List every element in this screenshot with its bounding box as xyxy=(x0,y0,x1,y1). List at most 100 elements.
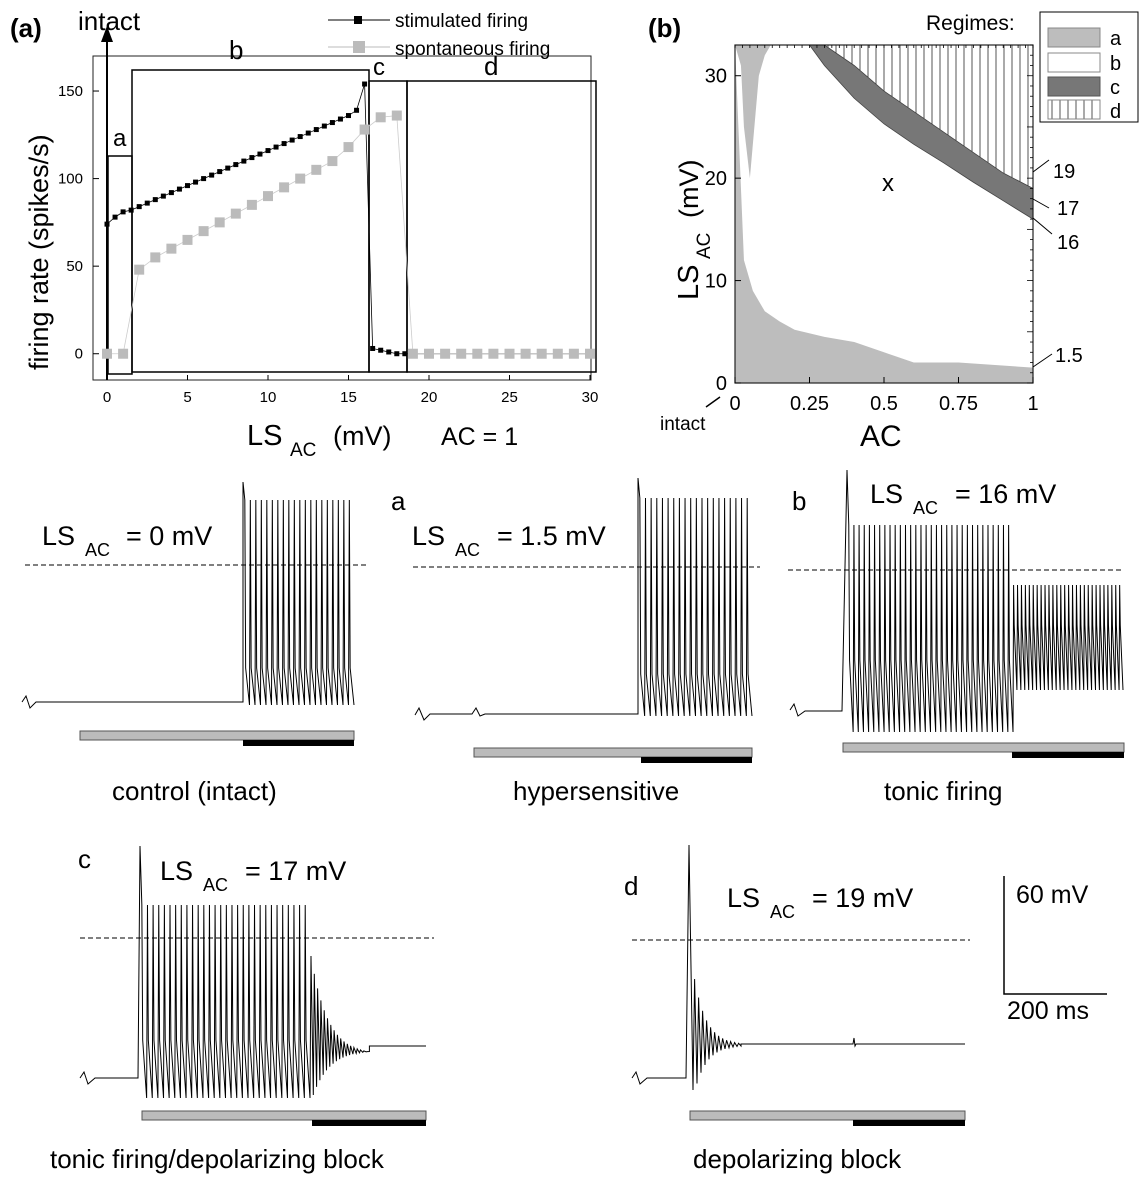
panel-a-xlabel-unit: (mV) xyxy=(333,421,391,451)
trace-control-caption: control (intact) xyxy=(112,776,277,806)
legend-swatch-d xyxy=(1047,99,1101,120)
spontaneous-point xyxy=(279,182,290,193)
trace-hypersensitive-stim-bar xyxy=(473,747,753,758)
spontaneous-point xyxy=(504,348,515,359)
y-tick-label: 30 xyxy=(705,66,727,88)
trace-depol-block-test-bar xyxy=(853,1120,965,1126)
spontaneous-point xyxy=(246,199,257,210)
panel-b-ylabel: LS AC (mV) xyxy=(673,160,715,300)
stimulated-point xyxy=(370,345,376,351)
stimulated-point xyxy=(249,155,255,161)
legend-regime-a: a xyxy=(1110,28,1122,50)
annot-line-16 xyxy=(1032,217,1053,235)
region-label-b: b xyxy=(229,35,243,65)
panel-b-legend: a b c d xyxy=(1039,11,1139,123)
trace-depol-block-caption: depolarizing block xyxy=(693,1144,902,1174)
stimulated-point xyxy=(185,183,190,189)
trace-hypersensitive: a LS AC = 1.5 mV hypersensitive xyxy=(391,477,760,806)
spontaneous-point xyxy=(343,142,354,153)
region-box-b xyxy=(131,69,370,373)
spontaneous-point xyxy=(520,348,531,359)
x-tick-label: 0 xyxy=(729,393,740,415)
spontaneous-point xyxy=(327,156,338,167)
annot-16: 16 xyxy=(1057,232,1079,254)
stimulated-point xyxy=(241,158,247,164)
stimulated-point xyxy=(273,144,279,150)
scale-bar-lines xyxy=(1003,876,1107,995)
panel-a-ylabel: firing rate (spikes/s) xyxy=(24,134,54,370)
panel-a-intact-label: intact xyxy=(78,6,141,36)
x-tick-label: 0.25 xyxy=(790,393,829,415)
x-tick-label: 20 xyxy=(421,389,438,406)
trace-tonic-block-test-bar xyxy=(312,1120,426,1126)
stimulated-point xyxy=(337,116,343,122)
spontaneous-point xyxy=(263,191,273,202)
x-tick-label: 1 xyxy=(1027,393,1038,415)
trace-hypersensitive-test-bar xyxy=(641,757,752,763)
trace-tonic-block-ls-prefix: LS xyxy=(160,856,193,886)
spontaneous-point xyxy=(407,348,418,359)
stimulated-point xyxy=(209,172,215,178)
y-tick-label: 20 xyxy=(705,168,727,190)
regime-marker-x: x xyxy=(882,170,894,197)
trace-hypersensitive-ls-sub: AC xyxy=(455,540,480,560)
trace-tonic-ls-prefix: LS xyxy=(870,479,903,509)
region-label-c: c xyxy=(373,54,385,81)
region-box-c xyxy=(368,80,408,373)
scale-bar-time: 200 ms xyxy=(1007,997,1089,1025)
trace-depol-block-ls-prefix: LS xyxy=(727,883,760,913)
trace-depol-block-ls-sub: AC xyxy=(770,902,795,922)
legend-marker-spontaneous xyxy=(353,41,365,53)
trace-depol-block-tag: d xyxy=(624,871,638,901)
stimulated-point xyxy=(193,179,199,185)
panel-b-xlabel: AC xyxy=(860,420,902,453)
stimulated-point xyxy=(378,347,384,353)
y-tick-label: 150 xyxy=(58,83,83,100)
legend-marker-stimulated xyxy=(354,16,362,24)
stimulated-point xyxy=(160,193,166,199)
spontaneous-point xyxy=(295,173,306,184)
spontaneous-point xyxy=(391,110,402,121)
legend-label-stimulated: stimulated firing xyxy=(395,11,528,32)
stimulated-point xyxy=(362,81,368,87)
spontaneous-point xyxy=(150,252,161,263)
stimulated-point xyxy=(402,351,408,357)
region-box-a xyxy=(107,155,133,375)
region-label-d: d xyxy=(484,51,498,81)
stimulated-point xyxy=(281,141,287,147)
stimulated-point xyxy=(257,151,263,157)
panel-a-intact-arrow xyxy=(101,26,113,42)
trace-control: LS AC = 0 mV control (intact) xyxy=(21,481,366,806)
trace-tonic-block-ls-sub: AC xyxy=(203,875,228,895)
stimulated-point xyxy=(297,134,303,140)
panel-b-ylabel-sub: AC xyxy=(694,233,715,259)
spontaneous-point xyxy=(424,348,434,359)
y-tick-label: 100 xyxy=(58,171,83,188)
stimulated-point xyxy=(217,169,223,175)
spontaneous-point xyxy=(198,226,209,237)
trace-tonic-test-bar xyxy=(1012,752,1124,758)
voltage-traces: LS AC = 0 mV control (intact) a LS AC = … xyxy=(21,469,1125,1174)
region-label-a: a xyxy=(113,125,127,152)
spontaneous-point xyxy=(182,234,193,245)
trace-hypersensitive-ls-prefix: LS xyxy=(412,521,445,551)
stimulated-point xyxy=(104,221,110,227)
trace-hypersensitive-waveform xyxy=(414,477,753,721)
panel-a-series xyxy=(102,81,595,359)
panel-b-ylabel-unit: (mV) xyxy=(674,160,704,218)
spontaneous-point xyxy=(118,348,129,359)
panel-b-right-annotations: 19 17 16 1.5 xyxy=(1032,159,1083,368)
stimulated-point xyxy=(329,120,335,126)
annot-19: 19 xyxy=(1053,161,1075,183)
regimes-title: Regimes: xyxy=(926,12,1015,35)
trace-control-ls-value: = 0 mV xyxy=(126,521,212,551)
x-tick-label: 0 xyxy=(103,389,111,406)
trace-tonic-caption: tonic firing xyxy=(884,776,1003,806)
annot-line-17 xyxy=(1032,198,1050,209)
panel-b-plot xyxy=(735,44,1034,383)
intact-break-mark xyxy=(705,396,721,408)
trace-control-ls-sub: AC xyxy=(85,540,110,560)
stimulated-point xyxy=(289,137,295,143)
